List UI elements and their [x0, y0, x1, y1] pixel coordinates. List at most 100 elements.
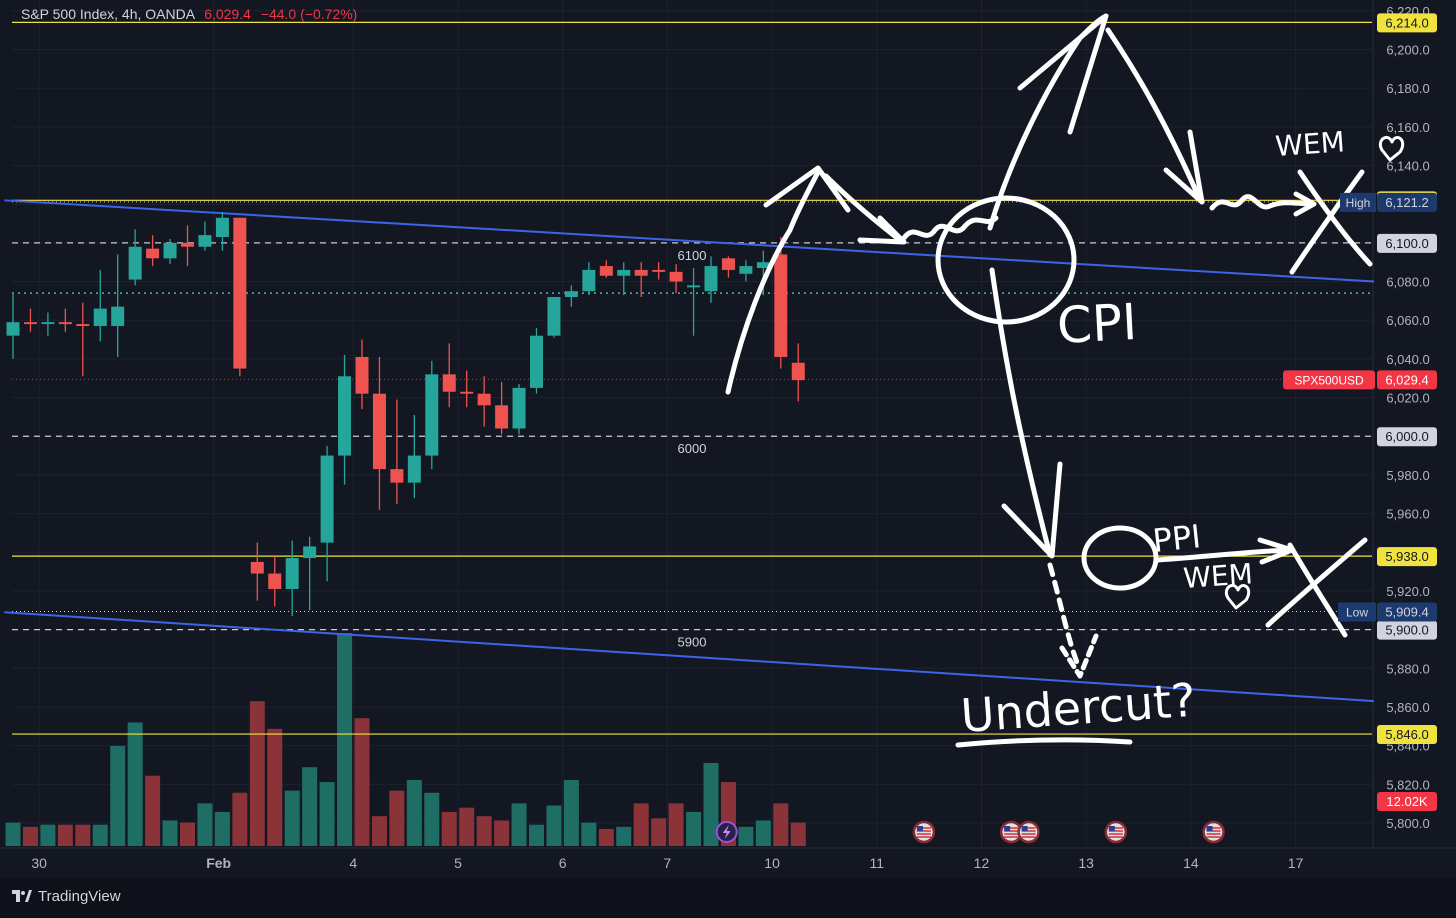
candle-body — [250, 561, 264, 574]
last-price-badge-bg — [1377, 370, 1437, 390]
flag-canton — [1021, 826, 1028, 831]
volume-bar — [389, 790, 405, 846]
level-badge: 6,214.0 — [1385, 15, 1428, 30]
price-tick-label: 5,880.0 — [1386, 661, 1429, 676]
candle-body — [163, 242, 177, 259]
flag-canton — [1004, 826, 1011, 831]
candle-body — [58, 322, 72, 325]
candle-body — [756, 262, 770, 268]
level-badge-bg — [1377, 725, 1437, 745]
candle-body — [76, 324, 90, 327]
level-badge: 6,100.0 — [1385, 236, 1428, 251]
flag-canton — [1108, 826, 1115, 831]
flag-canton — [916, 826, 923, 831]
symbol-tag-bg — [1283, 370, 1375, 390]
price-tick-label: 5,960.0 — [1386, 507, 1429, 522]
candle-body — [23, 322, 37, 325]
time-tick-label: Feb — [206, 855, 231, 871]
volume-bar — [686, 811, 702, 846]
candle-body — [390, 469, 404, 483]
volume-bar — [5, 822, 21, 846]
candle-body — [320, 455, 334, 543]
volume-bar — [563, 779, 579, 846]
price-tick-label: 5,800.0 — [1386, 816, 1429, 831]
price-tick-label: 6,180.0 — [1386, 81, 1429, 96]
level-badge: 6,000.0 — [1385, 429, 1428, 444]
volume-bar — [319, 782, 335, 846]
candle-body — [303, 546, 317, 559]
trendline — [4, 199, 1375, 283]
volume-bar — [738, 826, 754, 846]
price-tick-label: 6,060.0 — [1386, 313, 1429, 328]
volume-bar — [598, 828, 614, 846]
arrow-to-wem-lower — [1153, 547, 1293, 563]
candle-body — [774, 254, 788, 357]
volume-bar — [529, 824, 544, 846]
candle-body — [111, 306, 125, 327]
volume-bar — [354, 718, 370, 846]
level-badge-bg — [1377, 233, 1437, 253]
x-mark-lower — [1265, 537, 1368, 638]
cpi-circle — [935, 195, 1077, 325]
volume-bar — [214, 811, 230, 846]
grid — [0, 0, 1456, 849]
price-tick-label: 5,860.0 — [1386, 700, 1429, 715]
time-tick-label: 7 — [663, 855, 671, 871]
candle-body — [215, 217, 229, 238]
high-badge: 6,121.2 — [1385, 195, 1428, 210]
candle-body — [617, 269, 631, 276]
candle-body — [652, 269, 666, 272]
tradingview-brand[interactable]: TradingView — [12, 888, 121, 905]
us-flag-icon — [912, 820, 936, 844]
volume-bar — [145, 775, 161, 846]
candle-body — [721, 258, 735, 270]
level-badge-bg — [1377, 13, 1437, 33]
volume-bars — [5, 633, 806, 846]
candle-body — [791, 362, 805, 381]
volume-bar — [371, 816, 387, 846]
time-tick-label: 10 — [764, 855, 780, 871]
candle-body — [687, 285, 701, 288]
volume-bar — [110, 745, 126, 846]
volume-bar — [424, 792, 440, 846]
time-tick-label: 12 — [974, 855, 990, 871]
arrow-head-wem-upper — [1293, 191, 1317, 217]
time-tick-label: 30 — [31, 855, 47, 871]
candle-body — [372, 393, 386, 470]
last-price: 6,029.4 — [204, 6, 251, 22]
candle-body — [582, 269, 596, 292]
volume-badge-bg — [1377, 792, 1437, 811]
candle-body — [355, 356, 369, 394]
volume-bar — [232, 792, 248, 846]
candle-body — [268, 573, 282, 590]
time-axis[interactable]: 30 Feb 4 5 6 7 10 11 12 13 14 17 — [31, 855, 1303, 871]
symbol-tag: SPX500USD — [1294, 373, 1364, 387]
candle-body — [477, 393, 491, 406]
time-tick-label: 11 — [870, 855, 885, 871]
brand-name: TradingView — [38, 888, 121, 905]
level-badge-bg — [1377, 547, 1437, 567]
price-tick-label: 6,200.0 — [1386, 42, 1429, 57]
candles — [6, 211, 805, 617]
volume-bar — [180, 822, 195, 846]
volume-bar — [406, 779, 422, 846]
low-badge: 5,909.4 — [1385, 604, 1428, 619]
symbol-legend[interactable]: S&P 500 Index, 4h, OANDA 6,029.4 −44.0 (… — [21, 6, 357, 22]
flag-canton — [1206, 826, 1213, 831]
level-badge-bg — [1377, 620, 1437, 640]
low-tag-bg — [1338, 602, 1376, 622]
arrow-head-6122 — [763, 165, 851, 213]
chart-background — [0, 0, 1456, 878]
volume-bar — [616, 826, 632, 846]
trendlines — [4, 199, 1375, 703]
high-tag-bg — [1340, 192, 1376, 212]
volume-bar — [511, 803, 527, 846]
volume-bar — [755, 820, 771, 846]
volume-bar — [40, 824, 56, 846]
time-tick-label: 13 — [1078, 855, 1094, 871]
price-tick-label: 6,040.0 — [1386, 352, 1429, 367]
us-flag-icon — [1104, 820, 1128, 844]
volume-bar — [546, 805, 562, 846]
round-number-label: 5900 — [678, 635, 707, 650]
